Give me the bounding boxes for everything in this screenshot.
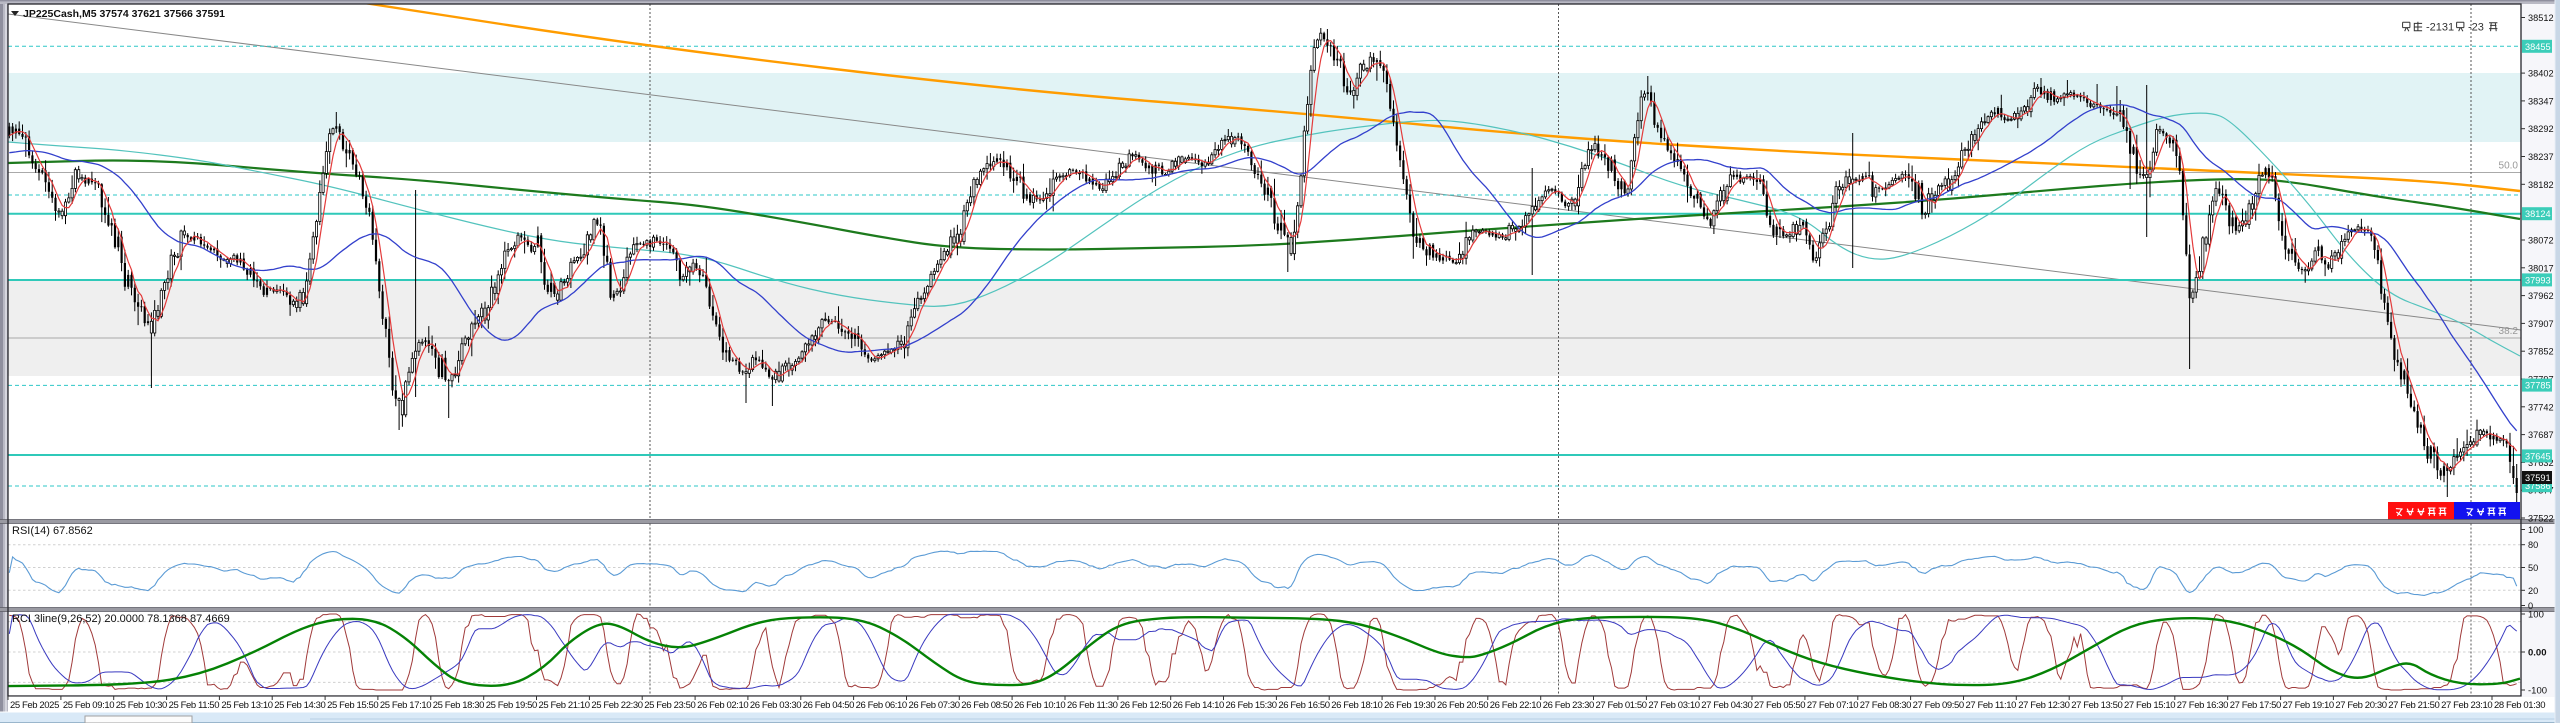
svg-text:-100: -100 [2528,686,2547,697]
svg-text:38512: 38512 [2528,13,2554,23]
svg-text:27 Feb 16:30: 27 Feb 16:30 [2177,700,2228,711]
svg-text:25 Feb 15:50: 25 Feb 15:50 [327,700,378,711]
svg-text:38347: 38347 [2528,96,2554,106]
svg-text:38017: 38017 [2528,263,2554,273]
svg-text:25 Feb 17:10: 25 Feb 17:10 [380,700,431,711]
svg-text:-23: -23 [2468,22,2484,34]
svg-text:25 Feb 22:30: 25 Feb 22:30 [591,700,642,711]
svg-text:26 Feb 02:10: 26 Feb 02:10 [697,700,748,711]
svg-text:25 Feb 19:50: 25 Feb 19:50 [486,700,537,711]
svg-text:27 Feb 13:50: 27 Feb 13:50 [2071,700,2122,711]
svg-text:27 Feb 23:10: 27 Feb 23:10 [2441,700,2492,711]
svg-text:100: 100 [2528,610,2544,621]
svg-text:25 Feb 18:30: 25 Feb 18:30 [433,700,484,711]
svg-text:27 Feb 07:10: 27 Feb 07:10 [1807,700,1858,711]
svg-text:26 Feb 18:10: 26 Feb 18:10 [1331,700,1382,711]
svg-text:28 Feb 01:30: 28 Feb 01:30 [2494,700,2545,711]
svg-text:JP225Cash,M5 37574 37621 3756: JP225Cash,M5 37574 37621 37566 37591 [23,8,225,20]
svg-text:26 Feb 16:50: 26 Feb 16:50 [1278,700,1329,711]
svg-text:27 Feb 15:10: 27 Feb 15:10 [2124,700,2175,711]
svg-text:27 Feb 17:50: 27 Feb 17:50 [2230,700,2281,711]
svg-text:38124: 38124 [2525,209,2551,219]
svg-text:27 Feb 11:10: 27 Feb 11:10 [1966,700,2017,711]
svg-text:37962: 37962 [2528,291,2554,301]
svg-text:37742: 37742 [2528,402,2554,412]
svg-text:27 Feb 20:30: 27 Feb 20:30 [2335,700,2386,711]
svg-text:38.2: 38.2 [2499,326,2519,337]
svg-text:38402: 38402 [2528,69,2554,79]
svg-text:26 Feb 12:50: 26 Feb 12:50 [1120,700,1171,711]
svg-text:37632: 37632 [2528,458,2554,468]
svg-text:RSI(14) 67.8562: RSI(14) 67.8562 [12,525,93,537]
svg-text:27 Feb 19:10: 27 Feb 19:10 [2283,700,2334,711]
svg-text:26 Feb 15:30: 26 Feb 15:30 [1226,700,1277,711]
svg-text:37586: 37586 [2525,481,2551,491]
svg-text:25 Feb 10:30: 25 Feb 10:30 [116,700,167,711]
svg-text:25 Feb 2025: 25 Feb 2025 [10,700,59,711]
svg-text:26 Feb 22:10: 26 Feb 22:10 [1490,700,1541,711]
svg-text:37993: 37993 [2525,275,2551,285]
svg-text:-2131: -2131 [2426,22,2454,34]
svg-text:RCI 3line(9,26,52) 20.0000 78.: RCI 3line(9,26,52) 20.0000 78.1368 87.46… [12,613,230,625]
svg-text:25 Feb 13:10: 25 Feb 13:10 [221,700,272,711]
svg-text:37687: 37687 [2528,430,2554,440]
svg-text:26 Feb 14:10: 26 Feb 14:10 [1173,700,1224,711]
svg-text:26 Feb 19:30: 26 Feb 19:30 [1384,700,1435,711]
svg-text:37522: 37522 [2528,514,2554,524]
svg-text:27 Feb 21:50: 27 Feb 21:50 [2388,700,2439,711]
svg-text:37785: 37785 [2525,381,2551,391]
svg-text:26 Feb 07:30: 26 Feb 07:30 [909,700,960,711]
svg-text:25 Feb 14:30: 25 Feb 14:30 [274,700,325,711]
svg-text:80: 80 [2528,540,2538,550]
svg-text:0.00: 0.00 [2528,648,2547,659]
svg-text:26 Feb 08:50: 26 Feb 08:50 [961,700,1012,711]
svg-text:26 Feb 04:50: 26 Feb 04:50 [803,700,854,711]
svg-text:25 Feb 21:10: 25 Feb 21:10 [539,700,590,711]
svg-text:20: 20 [2528,586,2538,596]
svg-text:37852: 37852 [2528,347,2554,357]
svg-text:50: 50 [2528,563,2538,573]
svg-text:37645: 37645 [2525,451,2551,461]
svg-text:25 Feb 11:50: 25 Feb 11:50 [169,700,220,711]
svg-text:27 Feb 01:50: 27 Feb 01:50 [1596,700,1647,711]
svg-text:26 Feb 03:30: 26 Feb 03:30 [750,700,801,711]
svg-text:27 Feb 04:30: 27 Feb 04:30 [1701,700,1752,711]
svg-text:27 Feb 05:50: 27 Feb 05:50 [1754,700,1805,711]
svg-text:27 Feb 09:50: 27 Feb 09:50 [1913,700,1964,711]
svg-text:26 Feb 23:30: 26 Feb 23:30 [1543,700,1594,711]
svg-text:27 Feb 08:30: 27 Feb 08:30 [1860,700,1911,711]
svg-text:27 Feb 03:10: 27 Feb 03:10 [1648,700,1699,711]
svg-text:26 Feb 20:50: 26 Feb 20:50 [1437,700,1488,711]
svg-text:26 Feb 06:10: 26 Feb 06:10 [856,700,907,711]
svg-text:38292: 38292 [2528,124,2554,134]
svg-text:25 Feb 23:50: 25 Feb 23:50 [644,700,695,711]
svg-text:26 Feb 10:10: 26 Feb 10:10 [1014,700,1065,711]
svg-text:38072: 38072 [2528,236,2554,246]
svg-text:25 Feb 09:10: 25 Feb 09:10 [63,700,114,711]
svg-text:26 Feb 11:30: 26 Feb 11:30 [1067,700,1118,711]
svg-text:0: 0 [2528,601,2533,611]
svg-text:37907: 37907 [2528,319,2554,329]
svg-text:100: 100 [2528,525,2543,535]
svg-text:27 Feb 12:30: 27 Feb 12:30 [2018,700,2069,711]
svg-text:38237: 38237 [2528,152,2554,162]
svg-text:37591: 37591 [2525,473,2551,483]
svg-text:50.0: 50.0 [2499,161,2519,172]
svg-text:38455: 38455 [2525,42,2551,52]
svg-text:38182: 38182 [2528,180,2554,190]
